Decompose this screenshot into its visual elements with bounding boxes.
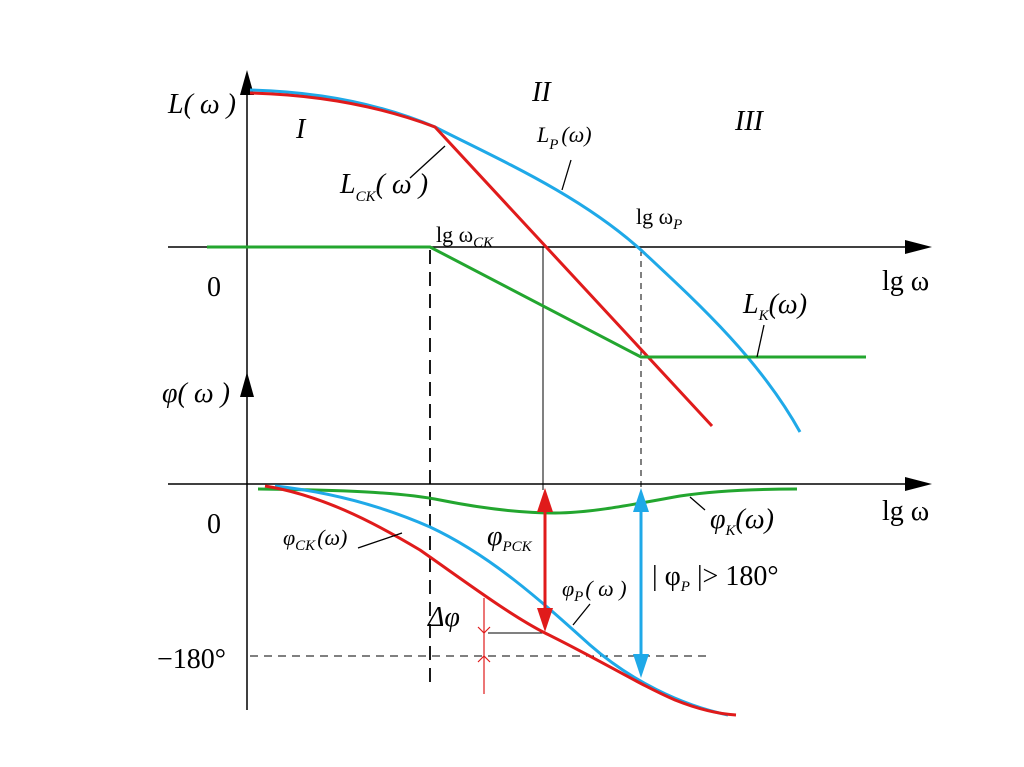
phi-pck-label: φPCK <box>487 521 533 555</box>
arrows <box>477 488 649 694</box>
lp-label: LP (ω) <box>536 122 592 153</box>
bottom-zero-label: 0 <box>207 509 221 540</box>
dphi-marker-top <box>477 626 491 634</box>
lp-curve <box>249 88 802 433</box>
minus180-label: −180° <box>157 644 226 675</box>
dphi-label: Δφ <box>427 602 460 633</box>
top-zero-label: 0 <box>207 272 221 303</box>
magnitude-curves <box>207 88 866 433</box>
lp-leader <box>561 159 572 191</box>
phi-axis-arrowhead <box>240 372 254 397</box>
labels: I II III L( ω ) 0 lg ω φ( ω ) 0 lg ω −18… <box>157 77 929 675</box>
phi-p-abs-label: | φP |> 180° <box>652 561 779 595</box>
l-axis-label: L( ω ) <box>167 89 236 120</box>
guide-lines <box>250 247 712 688</box>
lsk-leader <box>409 145 446 179</box>
bottom-x-arrowhead <box>905 477 932 491</box>
phik-label: φK(ω) <box>710 504 774 539</box>
phi-pck-arrowhead-bottom <box>537 608 553 632</box>
phisk-label: φCK(ω) <box>283 525 347 554</box>
phi-p-abs-arrowhead-top <box>633 488 649 512</box>
phi-p-abs-arrowhead-bottom <box>633 654 649 678</box>
phi-pck-arrowhead-top <box>537 488 553 512</box>
dphi-marker-bottom <box>477 655 491 663</box>
bottom-x-axis-label: lg ω <box>882 496 929 527</box>
top-x-axis-label: lg ω <box>882 266 929 297</box>
region-label-2: II <box>531 77 552 108</box>
omega-ck-label: lg ωCK <box>436 222 494 251</box>
phisk-curve <box>264 484 737 717</box>
phip-leader <box>572 603 591 626</box>
leader-lines <box>357 145 765 626</box>
phip-label: φP( ω ) <box>562 576 627 605</box>
phi-axis-label: φ( ω ) <box>162 378 230 409</box>
lk-label: LK(ω) <box>742 289 807 324</box>
lk-leader <box>756 324 765 358</box>
phisk-leader <box>357 532 403 549</box>
region-label-1: I <box>295 114 307 145</box>
omega-p-label: lg ωP <box>636 204 682 233</box>
phik-leader <box>689 496 706 511</box>
lk-curve <box>207 245 866 359</box>
lsk-curve <box>249 91 714 428</box>
top-x-arrowhead <box>905 240 932 254</box>
phase-curves <box>257 484 798 717</box>
phip-curve <box>274 484 729 717</box>
lsk-label: LCK( ω ) <box>339 169 428 205</box>
phik-curve <box>257 487 798 515</box>
region-label-3: III <box>734 106 765 137</box>
